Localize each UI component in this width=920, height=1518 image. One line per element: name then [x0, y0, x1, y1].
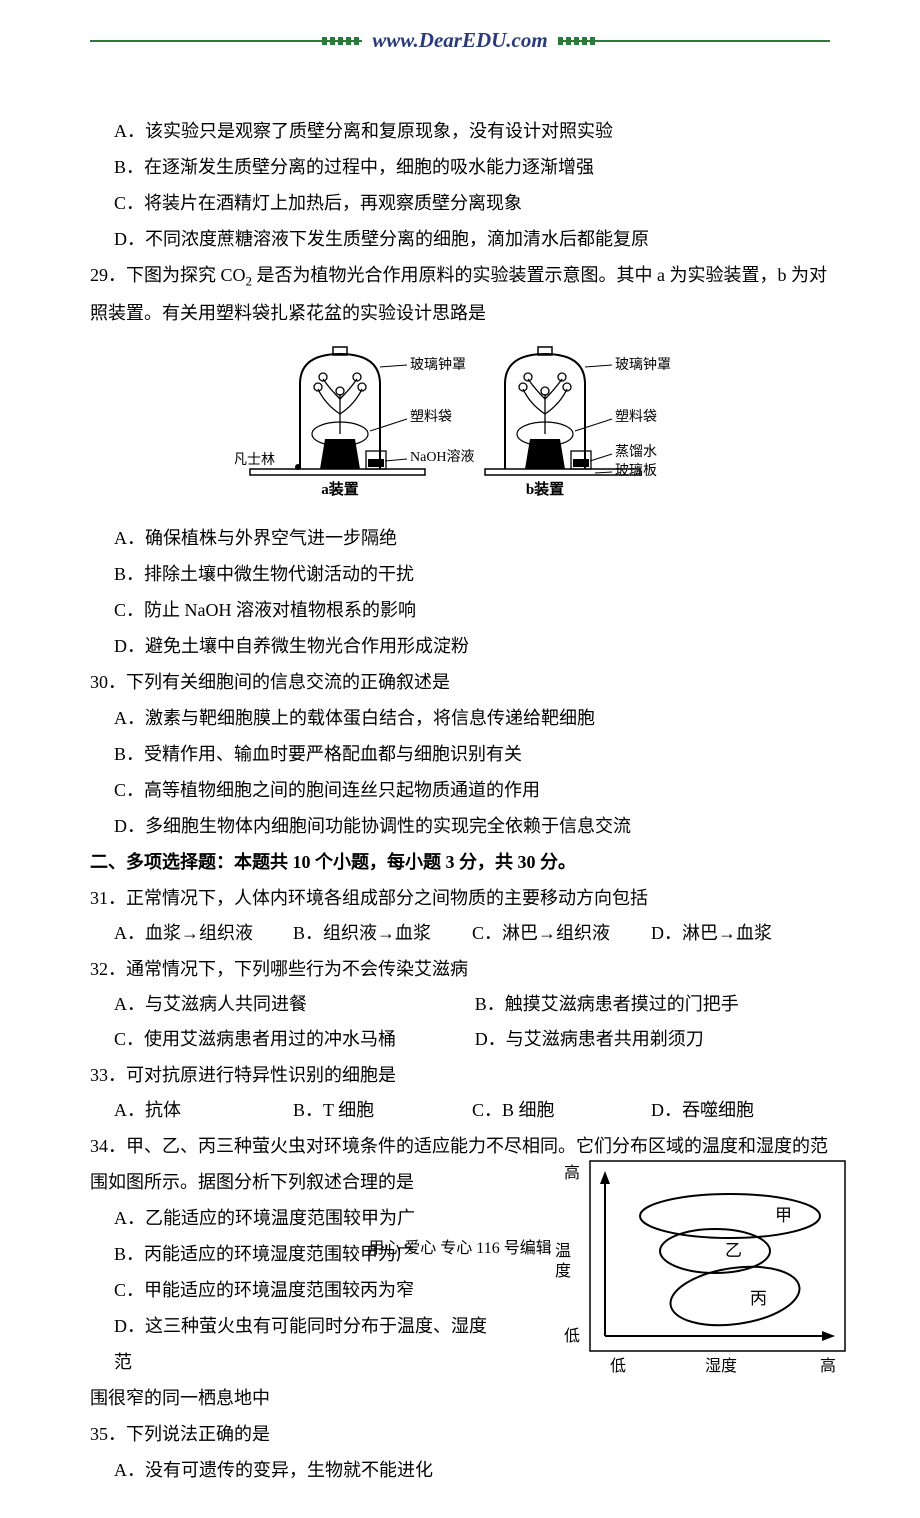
svg-text:玻璃板: 玻璃板: [615, 462, 657, 479]
svg-text:a装置: a装置: [321, 480, 359, 498]
q32-row2: C．使用艾滋病患者用过的冲水马桶 D．与艾滋病患者共用剃须刀: [90, 1022, 830, 1057]
svg-text:玻璃钟罩: 玻璃钟罩: [615, 356, 671, 373]
page-footer: 用心 爱心 专心 116 号编辑: [0, 1234, 920, 1258]
q29-opt-d: D．避免土壤中自养微生物光合作用形成淀粉: [90, 628, 830, 664]
q32-opt-a: A．与艾滋病人共同进餐: [90, 987, 475, 1022]
q32-stem: 32．通常情况下，下列哪些行为不会传染艾滋病: [90, 951, 830, 987]
q31-opt-d: D．淋巴→血浆: [651, 916, 830, 951]
q32-row1: A．与艾滋病人共同进餐 B．触摸艾滋病患者摸过的门把手: [90, 987, 830, 1022]
svg-text:高: 高: [820, 1357, 836, 1375]
svg-text:蒸馏水: 蒸馏水: [615, 444, 657, 460]
q30-stem: 30．下列有关细胞间的信息交流的正确叙述是: [90, 664, 830, 700]
page: www.DearEDU.com A．该实验只是观察了质壁分离和复原现象，没有设计…: [0, 0, 920, 1518]
q29-opt-b: B．排除土壤中微生物代谢活动的干扰: [90, 556, 830, 592]
q29-diagram: 凡士林 玻璃钟罩 塑料袋 NaOH溶液 a装置: [90, 339, 830, 514]
q32-opt-d: D．与艾滋病患者共用剃须刀: [475, 1022, 830, 1057]
q29-stem-line2: 照装置。有关用塑料袋扎紧花盆的实验设计思路是: [90, 295, 830, 331]
q34-opt-a: A．乙能适应的环境温度范围较甲为广: [90, 1200, 497, 1236]
q33-opt-a: A．抗体: [114, 1093, 293, 1128]
svg-text:高: 高: [564, 1164, 580, 1182]
q28-opt-b: B．在逐渐发生质壁分离的过程中，细胞的吸水能力逐渐增强: [90, 149, 830, 185]
q35-opt-a: A．没有可遗传的变异，生物就不能进化: [90, 1452, 830, 1488]
q29-opt-a: A．确保植株与外界空气进一步隔绝: [90, 520, 830, 556]
q33-opt-c: C．B 细胞: [472, 1093, 651, 1128]
page-header: www.DearEDU.com: [90, 28, 830, 53]
svg-text:塑料袋: 塑料袋: [615, 409, 657, 425]
header-rule-right: [558, 40, 830, 42]
header-rule-left: [90, 40, 362, 42]
q30-opt-b: B．受精作用、输血时要严格配血都与细胞识别有关: [90, 736, 830, 772]
q34-figure: 甲 乙 丙 高 温 度 低 低 湿度 高: [520, 1156, 850, 1386]
q34-stem-line2: 围如图所示。据图分析下列叙述合理的是: [90, 1164, 497, 1200]
q28-opt-c: C．将装片在酒精灯上加热后，再观察质壁分离现象: [90, 185, 830, 221]
q33-opt-b: B．T 细胞: [293, 1093, 472, 1128]
svg-text:b装置: b装置: [526, 480, 564, 498]
q29-stem-part1: 29．下图为探究 CO: [90, 265, 246, 285]
svg-text:甲: 甲: [775, 1206, 792, 1225]
q35-stem: 35．下列说法正确的是: [90, 1416, 830, 1452]
q33-opt-d: D．吞噬细胞: [651, 1093, 830, 1128]
q34-opt-c: C．甲能适应的环境温度范围较丙为窄: [90, 1272, 497, 1308]
svg-text:低: 低: [564, 1327, 580, 1345]
svg-text:NaOH溶液: NaOH溶液: [410, 449, 475, 465]
q29-stem-part1b: 是否为植物光合作用原料的实验装置示意图。其中 a 为实验装置，b 为对: [252, 265, 827, 285]
q31-opt-a: A．血浆→组织液: [114, 916, 293, 951]
q32-opt-b: B．触摸艾滋病患者摸过的门把手: [475, 987, 830, 1022]
q30-opt-d: D．多细胞生物体内细胞间功能协调性的实现完全依赖于信息交流: [90, 808, 830, 844]
q34-opt-d-l1: D．这三种萤火虫有可能同时分布于温度、湿度范: [90, 1308, 497, 1380]
header-url: www.DearEDU.com: [362, 28, 557, 53]
q34-ylabel-2: 度: [555, 1262, 571, 1280]
q28-opt-a: A．该实验只是观察了质壁分离和复原现象，没有设计对照实验: [90, 113, 830, 149]
q32-opt-c: C．使用艾滋病患者用过的冲水马桶: [90, 1022, 475, 1057]
svg-text:低: 低: [610, 1357, 626, 1375]
svg-text:塑料袋: 塑料袋: [410, 409, 452, 425]
q31-opt-c: C．淋巴→组织液: [472, 916, 651, 951]
q31-opts: A．血浆→组织液 B．组织液→血浆 C．淋巴→组织液 D．淋巴→血浆: [90, 916, 830, 951]
q33-opts: A．抗体 B．T 细胞 C．B 细胞 D．吞噬细胞: [90, 1093, 830, 1128]
q29-opt-c: C．防止 NaOH 溶液对植物根系的影响: [90, 592, 830, 628]
q28-opt-d: D．不同浓度蔗糖溶液下发生质壁分离的细胞，滴加清水后都能复原: [90, 221, 830, 257]
q34-block: 34．甲、乙、丙三种萤火虫对环境条件的适应能力不尽相同。它们分布区域的温度和湿度…: [90, 1128, 830, 1416]
q29-stem-line1: 29．下图为探究 CO2 是否为植物光合作用原料的实验装置示意图。其中 a 为实…: [90, 257, 830, 295]
svg-text:凡士林: 凡士林: [235, 452, 275, 468]
section2-heading: 二、多项选择题：本题共 10 个小题，每小题 3 分，共 30 分。: [90, 844, 830, 880]
q31-opt-b: B．组织液→血浆: [293, 916, 472, 951]
q31-stem: 31．正常情况下，人体内环境各组成部分之间物质的主要移动方向包括: [90, 880, 830, 916]
svg-text:丙: 丙: [750, 1289, 767, 1308]
q33-stem: 33．可对抗原进行特异性识别的细胞是: [90, 1057, 830, 1093]
q30-opt-a: A．激素与靶细胞膜上的载体蛋白结合，将信息传递给靶细胞: [90, 700, 830, 736]
q30-opt-c: C．高等植物细胞之间的胞间连丝只起物质通道的作用: [90, 772, 830, 808]
svg-text:玻璃钟罩: 玻璃钟罩: [410, 356, 466, 373]
svg-text:湿度: 湿度: [705, 1357, 737, 1375]
